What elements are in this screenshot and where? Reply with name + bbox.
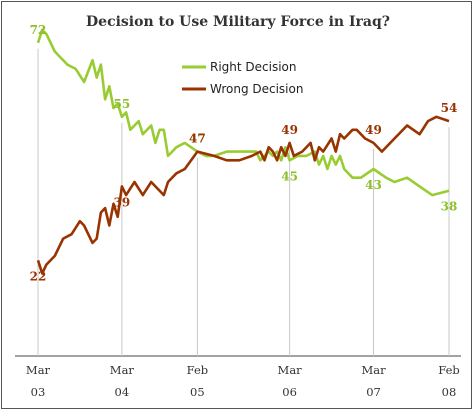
x-tick-month-1: Mar bbox=[110, 363, 135, 377]
x-tick-month-5: Feb bbox=[438, 363, 460, 377]
data-label-right-5: 38 bbox=[441, 200, 458, 214]
x-tick-month-2: Feb bbox=[187, 363, 209, 377]
x-tick-year-4: 07 bbox=[366, 385, 381, 399]
data-label-right-3: 45 bbox=[281, 169, 298, 183]
x-tick-year-3: 06 bbox=[282, 385, 297, 399]
data-label-wrong-8: 47 bbox=[189, 132, 206, 146]
series-lines bbox=[36, 28, 450, 275]
data-label-wrong-7: 39 bbox=[114, 195, 131, 209]
data-label-right-4: 43 bbox=[365, 178, 382, 192]
data-label-wrong-6: 22 bbox=[30, 269, 47, 283]
x-tick-month-4: Mar bbox=[361, 363, 386, 377]
series-line-right-decision bbox=[36, 28, 450, 197]
legend-label-right: Right Decision bbox=[210, 60, 297, 74]
series-line-wrong-decision bbox=[36, 115, 450, 275]
x-tick-month-3: Mar bbox=[278, 363, 303, 377]
x-tick-year-0: 03 bbox=[31, 385, 46, 399]
data-label-wrong-11: 54 bbox=[441, 101, 458, 115]
data-label-wrong-10: 49 bbox=[365, 123, 382, 137]
x-tick-labels: Mar 03 Mar 04 Feb 05 Mar 06 Mar 07 Feb 08 bbox=[26, 363, 460, 399]
legend: Right Decision Wrong Decision bbox=[182, 60, 303, 96]
data-label-right-2: 47 bbox=[189, 132, 206, 146]
chart-title: Decision to Use Military Force in Iraq? bbox=[86, 14, 390, 30]
tick-guides bbox=[37, 48, 450, 356]
x-tick-month-0: Mar bbox=[26, 363, 51, 377]
data-label-wrong-9: 49 bbox=[281, 123, 298, 137]
data-label-right-0: 72 bbox=[30, 23, 47, 37]
legend-label-wrong: Wrong Decision bbox=[210, 82, 303, 96]
x-tick-year-1: 04 bbox=[115, 385, 130, 399]
x-tick-year-2: 05 bbox=[190, 385, 205, 399]
data-label-right-1: 55 bbox=[114, 97, 131, 111]
x-tick-year-5: 08 bbox=[442, 385, 457, 399]
